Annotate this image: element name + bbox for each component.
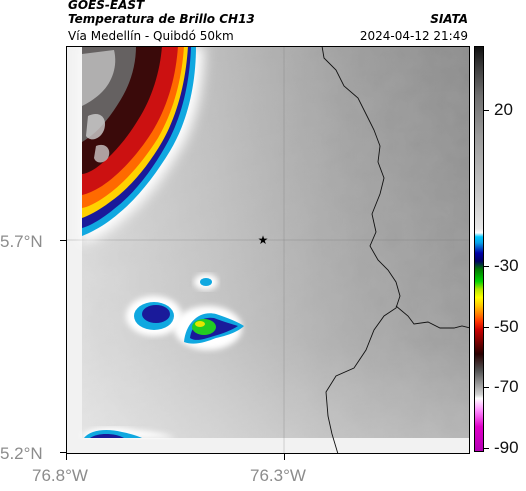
convective-cloud-cell [82,46,204,244]
y-tick-mark [60,240,66,241]
lat-label-north: 5.7°N [0,232,43,251]
colorbar-label-20: 20 [494,100,513,119]
colorbar-tick [483,110,489,111]
colorbar-label-minus90: -90 [494,438,519,457]
satellite-map[interactable]: ★ [66,46,470,454]
small-cloud-cell-3 [194,274,218,290]
municipal-boundary [395,305,470,329]
department-boundary [321,46,401,454]
x-tick-mark [284,454,285,460]
lon-label-west: 76.8°W [32,466,88,485]
colorbar-tick [483,266,489,267]
product-title: Temperatura de Brillo CH13 [68,12,255,26]
small-cloud-cell-2 [174,306,244,350]
small-cloud-cell-1 [126,296,182,336]
colorbar-label-minus30: -30 [494,256,519,275]
lat-label-south: 5.2°N [0,444,43,463]
timestamp-label: 2024-04-12 21:49 [359,29,468,43]
site-marker[interactable]: ★ [258,233,269,247]
lon-label-east: 76.3°W [250,466,306,485]
map-canvas: ★ [66,46,470,454]
y-tick-mark [60,452,66,453]
colorbar-tick [483,387,489,388]
region-subtitle: Vía Medellín - Quibdó 50km [68,29,234,43]
source-title: GOES-EAST [68,0,145,12]
brand-label: SIATA [430,12,468,26]
bottom-cloud-edge [82,427,176,438]
colorbar-tick [483,448,489,449]
colorbar [474,46,484,452]
colorbar-tick [483,327,489,328]
colorbar-label-minus70: -70 [494,377,519,396]
x-tick-mark [66,454,67,460]
colorbar-label-minus50: -50 [494,317,519,336]
